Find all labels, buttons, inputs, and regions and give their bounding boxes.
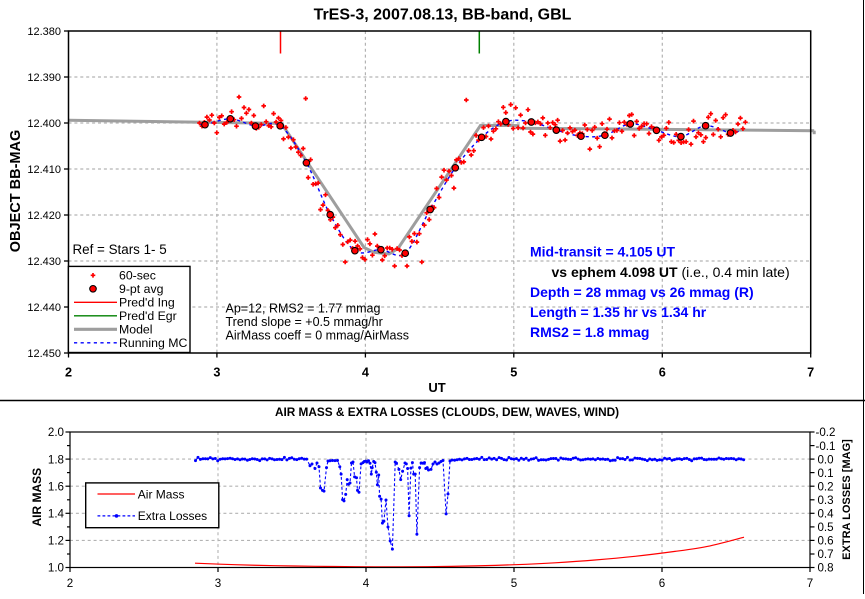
- svg-text:AIR MASS: AIR MASS: [30, 468, 44, 527]
- svg-text:12.390: 12.390: [27, 72, 61, 84]
- svg-text:EXTRA LOSSES [MAG]: EXTRA LOSSES [MAG]: [841, 439, 853, 560]
- svg-text:vs ephem 4.098 UT (i.e., 0.4 m: vs ephem 4.098 UT (i.e., 0.4 min late): [552, 264, 790, 280]
- svg-text:Mid-transit = 4.105 UT: Mid-transit = 4.105 UT: [530, 244, 676, 260]
- svg-text:0.6: 0.6: [817, 535, 833, 548]
- svg-text:Length = 1.35 hr vs 1.34 hr: Length = 1.35 hr vs 1.34 hr: [530, 304, 707, 320]
- svg-text:12.380: 12.380: [27, 26, 61, 38]
- svg-text:0.4: 0.4: [817, 508, 834, 521]
- svg-text:2: 2: [65, 365, 72, 379]
- svg-text:9-pt avg: 9-pt avg: [119, 282, 164, 296]
- svg-text:4: 4: [363, 577, 370, 590]
- svg-text:12.440: 12.440: [27, 302, 61, 314]
- svg-text:0.1: 0.1: [817, 467, 833, 480]
- svg-text:1.4: 1.4: [48, 508, 65, 521]
- svg-text:12.420: 12.420: [27, 210, 61, 222]
- svg-text:AIR MASS & EXTRA LOSSES (CLOUD: AIR MASS & EXTRA LOSSES (CLOUDS, DEW, WA…: [275, 405, 619, 419]
- svg-text:UT: UT: [428, 380, 445, 395]
- svg-text:Ap=12, RMS2 = 1.77 mmag: Ap=12, RMS2 = 1.77 mmag: [226, 302, 381, 316]
- svg-text:1.6: 1.6: [48, 480, 64, 493]
- svg-text:6: 6: [659, 577, 665, 590]
- svg-text:12.430: 12.430: [27, 256, 61, 268]
- svg-text:12.400: 12.400: [27, 118, 61, 130]
- svg-text:0.5: 0.5: [817, 521, 833, 534]
- svg-text:7: 7: [807, 365, 814, 379]
- svg-text:Pred'd Ing: Pred'd Ing: [119, 296, 175, 310]
- svg-text:2.0: 2.0: [48, 426, 64, 439]
- svg-text:5: 5: [511, 577, 517, 590]
- svg-text:2: 2: [67, 577, 73, 590]
- svg-text:Extra Losses: Extra Losses: [138, 509, 207, 523]
- svg-text:1.2: 1.2: [48, 535, 64, 548]
- svg-text:AirMass coeff = 0 mmag/AirMass: AirMass coeff = 0 mmag/AirMass: [226, 329, 410, 343]
- svg-text:60-sec: 60-sec: [119, 269, 156, 283]
- svg-text:1.0: 1.0: [48, 562, 64, 575]
- svg-text:4: 4: [362, 365, 369, 379]
- svg-text:Pred'd Egr: Pred'd Egr: [119, 309, 177, 323]
- svg-text:TrES-3, 2007.08.13, BB-band, G: TrES-3, 2007.08.13, BB-band, GBL: [314, 7, 572, 24]
- svg-text:5: 5: [510, 365, 517, 379]
- svg-text:12.450: 12.450: [27, 348, 61, 360]
- svg-text:-0.2: -0.2: [816, 426, 836, 439]
- svg-text:12.410: 12.410: [27, 164, 61, 176]
- svg-text:0.8: 0.8: [817, 562, 833, 575]
- svg-text:RMS2 = 1.8 mmag: RMS2 = 1.8 mmag: [530, 324, 649, 340]
- svg-text:6: 6: [659, 365, 666, 379]
- svg-text:Model: Model: [119, 323, 153, 337]
- svg-text:Ref = Stars 1- 5: Ref = Stars 1- 5: [73, 242, 167, 257]
- svg-text:7: 7: [807, 577, 813, 590]
- svg-text:0.3: 0.3: [817, 494, 833, 507]
- svg-text:0.2: 0.2: [817, 480, 833, 493]
- svg-text:Air Mass: Air Mass: [138, 487, 185, 501]
- svg-text:1.8: 1.8: [48, 453, 64, 466]
- svg-text:3: 3: [213, 365, 220, 379]
- svg-text:3: 3: [215, 577, 221, 590]
- svg-text:0.7: 0.7: [817, 548, 833, 561]
- svg-text:Running MC: Running MC: [119, 336, 187, 350]
- svg-text:0.0: 0.0: [817, 453, 833, 466]
- svg-text:Trend slope = +0.5 mmag/hr: Trend slope = +0.5 mmag/hr: [226, 315, 383, 329]
- svg-text:Depth = 28 mmag vs 26 mmag (R): Depth = 28 mmag vs 26 mmag (R): [530, 284, 754, 300]
- svg-text:OBJECT BB-MAG: OBJECT BB-MAG: [8, 130, 24, 252]
- svg-text:-0.1: -0.1: [816, 440, 836, 453]
